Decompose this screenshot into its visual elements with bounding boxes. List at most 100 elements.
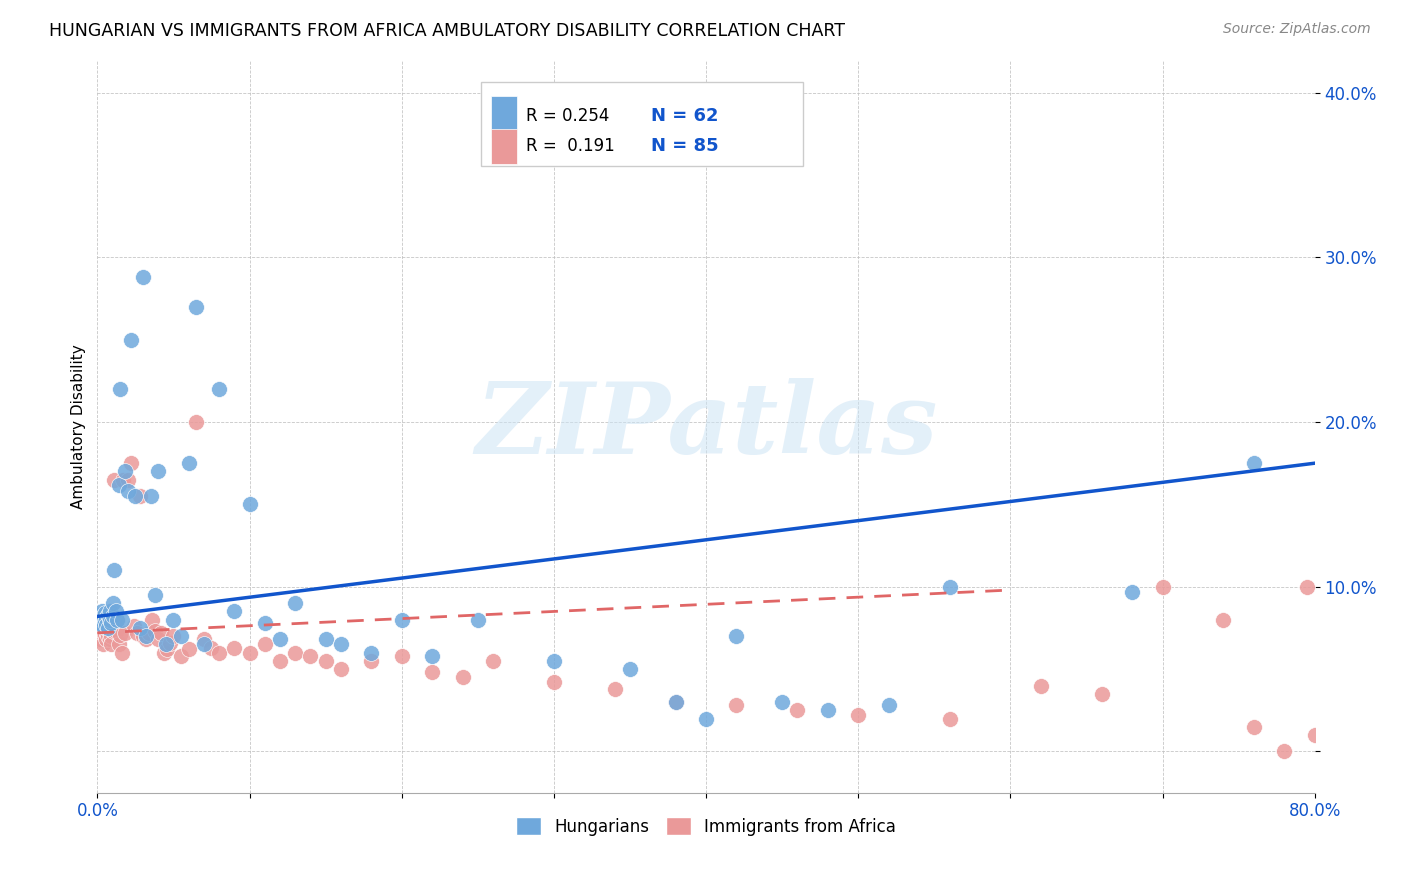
Point [238, 646, 260, 660]
Point [87, 621, 110, 635]
Point [603, 681, 626, 696]
Point [101, 609, 124, 624]
Point [96, 611, 118, 625]
Point [93, 609, 115, 624]
Point [138, 625, 160, 640]
Point [162, 629, 184, 643]
Point [94, 606, 117, 620]
Point [143, 624, 166, 639]
Point [938, 712, 960, 726]
Point [619, 662, 641, 676]
Point [117, 473, 139, 487]
Point [107, 637, 129, 651]
Point [786, 703, 808, 717]
Point [208, 646, 231, 660]
Point [96, 632, 118, 647]
Point [224, 604, 246, 618]
Point [315, 654, 337, 668]
Point [177, 456, 200, 470]
Point [120, 333, 142, 347]
Point [98, 621, 121, 635]
Point [186, 415, 208, 429]
Point [135, 629, 157, 643]
Point [97, 607, 120, 622]
Point [112, 473, 135, 487]
Point [100, 629, 122, 643]
Point [132, 629, 155, 643]
Point [155, 637, 177, 651]
Point [543, 675, 565, 690]
Point [451, 670, 474, 684]
Point [143, 588, 166, 602]
Point [105, 613, 128, 627]
Point [1152, 580, 1174, 594]
Point [100, 615, 122, 630]
Legend: Hungarians, Immigrants from Africa: Hungarians, Immigrants from Africa [516, 817, 896, 836]
Text: N = 62: N = 62 [651, 107, 718, 125]
Point [148, 465, 170, 479]
Point [104, 604, 127, 618]
Point [1272, 744, 1295, 758]
Point [269, 654, 291, 668]
Point [1243, 720, 1265, 734]
Point [193, 632, 215, 647]
Point [770, 695, 793, 709]
Point [284, 596, 307, 610]
Point [329, 637, 352, 651]
Point [170, 648, 193, 663]
Point [253, 637, 276, 651]
Point [114, 465, 136, 479]
Point [238, 497, 260, 511]
Point [90, 604, 112, 618]
Point [877, 698, 900, 713]
FancyBboxPatch shape [491, 128, 517, 164]
Point [129, 489, 152, 503]
Point [1029, 679, 1052, 693]
Point [360, 654, 382, 668]
Point [391, 648, 413, 663]
Point [665, 695, 688, 709]
Point [94, 615, 117, 629]
Point [97, 629, 120, 643]
Point [90, 609, 112, 624]
Point [132, 270, 155, 285]
Point [139, 489, 162, 503]
Point [98, 613, 121, 627]
Point [193, 637, 215, 651]
FancyBboxPatch shape [491, 96, 517, 136]
Point [1121, 584, 1143, 599]
Point [93, 619, 115, 633]
Point [159, 636, 181, 650]
Point [467, 613, 489, 627]
Point [299, 648, 322, 663]
Point [101, 596, 124, 610]
Point [94, 627, 117, 641]
Point [269, 632, 291, 647]
Point [125, 625, 148, 640]
Y-axis label: Ambulatory Disability: Ambulatory Disability [72, 343, 86, 508]
FancyBboxPatch shape [481, 81, 803, 166]
Point [105, 613, 128, 627]
Point [148, 632, 170, 647]
Point [846, 708, 869, 723]
Point [101, 615, 124, 629]
Point [135, 632, 157, 647]
Point [420, 665, 443, 680]
Point [725, 698, 748, 713]
Point [124, 489, 146, 503]
Point [89, 615, 111, 630]
Point [94, 619, 117, 633]
Point [1243, 456, 1265, 470]
Point [141, 613, 163, 627]
Point [120, 456, 142, 470]
Point [224, 640, 246, 655]
Point [97, 623, 120, 637]
Text: Source: ZipAtlas.com: Source: ZipAtlas.com [1223, 22, 1371, 37]
Point [725, 629, 748, 643]
Point [90, 613, 112, 627]
Point [103, 563, 125, 577]
Point [96, 624, 118, 639]
Point [111, 646, 134, 660]
Point [89, 625, 111, 640]
Point [111, 613, 134, 627]
